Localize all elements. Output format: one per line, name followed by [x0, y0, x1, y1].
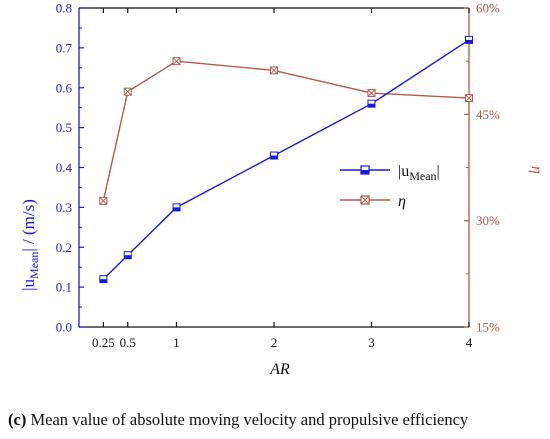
point-eta-cross	[367, 89, 376, 97]
point-eta-cross	[99, 196, 108, 205]
y-right-tick-label: 45%	[476, 107, 500, 122]
point-eta-cross	[270, 66, 278, 75]
y-left-label-sub: Mean	[27, 252, 41, 279]
y-left-label-suffix: | / (m/s)	[19, 199, 38, 252]
y-left-tick-label: 0.8	[56, 1, 72, 16]
y-right-tick-label: 15%	[476, 320, 500, 335]
y-axis-left-label: |uMean| / (m/s)	[19, 199, 41, 291]
y-left-tick-label: 0.3	[56, 200, 72, 215]
point-u-mean-fill	[368, 103, 375, 108]
caption-text: Mean value of absolute moving velocity a…	[26, 410, 469, 429]
y-right-tick-label: 60%	[476, 1, 500, 16]
legend-u-sub: Mean	[409, 169, 436, 183]
legend-label-eta: η	[398, 193, 406, 210]
y-right-tick-label: 30%	[476, 213, 500, 228]
x-tick-label: 4	[466, 335, 473, 350]
y-left-label-prefix: |u	[19, 278, 38, 290]
legend: |uMean| η	[340, 163, 440, 210]
y-left-tick-label: 0.1	[56, 280, 72, 295]
y-left-tick-label: 0.5	[56, 120, 72, 135]
axes	[78, 7, 470, 328]
point-u-mean-fill	[173, 207, 180, 211]
legend-marker-eta-cross	[360, 195, 370, 205]
x-tick-label: 0.25	[92, 335, 115, 350]
y-left-tick-label: 0.4	[56, 160, 73, 175]
point-eta-cross	[172, 57, 181, 65]
x-axis-ticks: 0.25 0.5 1 2 3 4	[92, 8, 473, 350]
series-layer	[99, 35, 473, 284]
x-axis-label: AR	[269, 361, 290, 378]
right-axis-ticks: 15% 30% 45% 60%	[464, 1, 500, 335]
y-left-tick-label: 0.0	[56, 320, 72, 335]
y-axis-right-label: η	[528, 166, 545, 174]
left-axis-ticks: 0.0 0.1 0.2 0.3 0.4 0.5 0.6 0.7 0.8	[56, 1, 84, 335]
series-line-u-mean	[102, 39, 470, 280]
legend-label-u-mean: |uMean|	[398, 163, 440, 183]
caption-label: (c)	[8, 410, 27, 429]
point-u-mean-fill	[124, 255, 132, 259]
point-u-mean-fill	[270, 155, 278, 160]
y-left-tick-label: 0.7	[56, 40, 73, 55]
point-u-mean-fill	[465, 39, 473, 44]
x-tick-label: 0.5	[120, 335, 136, 350]
point-eta-cross	[465, 94, 473, 102]
x-tick-label: 3	[368, 335, 375, 350]
legend-marker-u-mean-fill	[361, 170, 369, 174]
point-u-mean-fill	[99, 279, 107, 283]
legend-u-suffix: |	[437, 163, 440, 180]
x-tick-label: 2	[271, 335, 278, 350]
figure-caption: (c) Mean value of absolute moving veloci…	[8, 410, 468, 430]
legend-u-prefix: |u	[398, 163, 409, 180]
x-tick-label: 1	[173, 335, 180, 350]
point-eta-cross	[123, 87, 132, 96]
y-left-tick-label: 0.2	[56, 240, 72, 255]
y-left-tick-label: 0.6	[56, 80, 73, 95]
